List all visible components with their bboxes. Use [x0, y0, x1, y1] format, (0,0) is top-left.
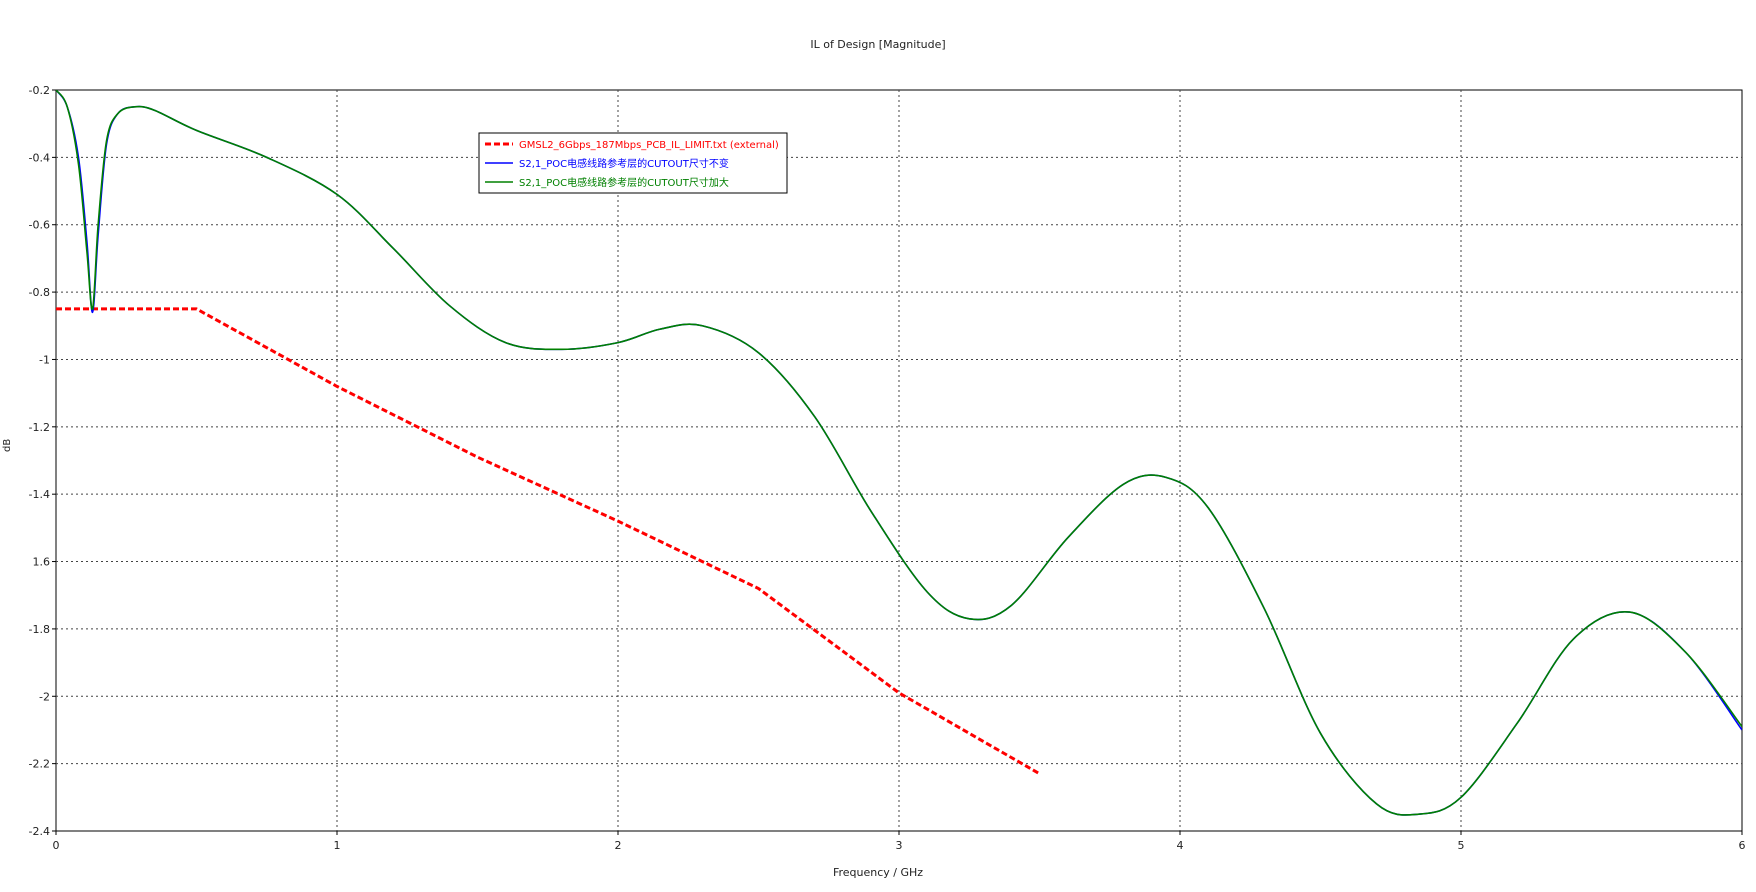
x-tick-label: 0 — [53, 839, 60, 852]
y-tick-label: -1.2 — [29, 421, 50, 434]
y-tick-label: -1.4 — [29, 488, 50, 501]
y-tick-label: 1.6 — [33, 556, 51, 569]
y-tick-label: -0.2 — [29, 84, 50, 97]
x-tick-label: 1 — [334, 839, 341, 852]
y-tick-label: -0.6 — [29, 219, 50, 232]
chart-title: IL of Design [Magnitude] — [810, 38, 946, 51]
x-tick-label: 4 — [1177, 839, 1184, 852]
legend-label-2: S2,1_POC电感线路参考层的CUTOUT尺寸不变 — [519, 157, 729, 170]
legend-label-1: GMSL2_6Gbps_187Mbps_PCB_IL_LIMIT.txt (ex… — [519, 140, 779, 151]
x-tick-label: 5 — [1458, 839, 1465, 852]
series-line-3 — [56, 90, 1742, 816]
legend-label-3: S2,1_POC电感线路参考层的CUTOUT尺寸加大 — [519, 176, 729, 189]
legend-box — [478, 132, 788, 194]
x-tick-label: 2 — [615, 839, 622, 852]
y-tick-label: -0.8 — [29, 286, 50, 299]
y-tick-label: -2 — [39, 690, 50, 703]
y-tick-label: -1 — [39, 353, 50, 366]
y-tick-label: -0.4 — [29, 151, 50, 164]
x-axis-label: Frequency / GHz — [832, 866, 924, 879]
y-tick-label: -1.8 — [29, 623, 50, 636]
series-line-1 — [56, 307, 1041, 776]
y-tick-label: -2.2 — [29, 758, 50, 771]
x-tick-label: 3 — [896, 839, 903, 852]
x-tick-label: 6 — [1739, 839, 1746, 852]
y-tick-label: -2.4 — [29, 825, 50, 838]
